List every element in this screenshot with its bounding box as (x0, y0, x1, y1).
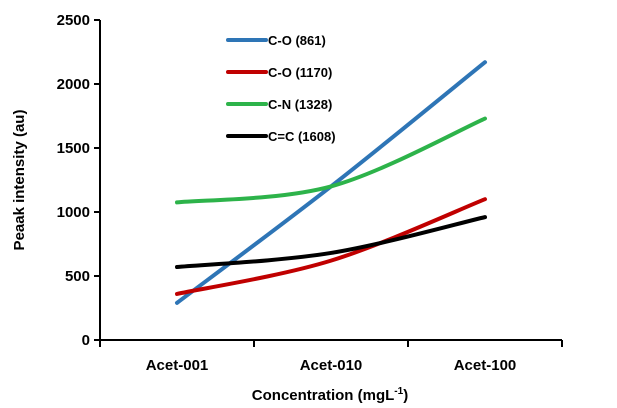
series-line-c-n-1328 (175, 116, 487, 205)
x-tick-label: Acet-010 (300, 357, 363, 374)
series-line-c-o-1170 (175, 197, 487, 296)
legend-label-c-o-861: C-O (861) (268, 33, 326, 48)
x-tick-label: Acet-100 (454, 357, 517, 374)
legend-label-c-o-1170: C-O (1170) (268, 65, 332, 80)
x-tick-label: Acet-001 (146, 357, 209, 374)
y-tick-label: 1000 (57, 204, 90, 221)
x-axis-title-superscript: -1 (394, 386, 403, 397)
x-ticks: Acet-001 Acet-010 Acet-100 (99, 340, 563, 374)
x-axis-title: Concentration (mgL-1) (252, 386, 408, 404)
plot-lines (175, 60, 487, 305)
legend: C-O (861) C-O (1170) C-N (1328) C=C (1608) (226, 33, 336, 144)
y-axis-title: Peaak intensity (au) (11, 110, 28, 251)
y-tick-label: 500 (65, 268, 90, 285)
y-tick-label: 2500 (57, 12, 90, 29)
y-tick-label: 1500 (57, 140, 90, 157)
legend-label-c-n-1328: C-N (1328) (268, 97, 332, 112)
series-line-c-c-1608 (175, 215, 487, 270)
x-axis-title-main: Concentration (mgL (252, 387, 395, 404)
axes (99, 20, 562, 341)
legend-label-c-c-1608: C=C (1608) (268, 129, 336, 144)
y-tick-label: 0 (82, 332, 90, 349)
y-ticks: 0 500 1000 1500 2000 2500 (57, 12, 100, 349)
y-tick-label: 2000 (57, 76, 90, 93)
x-axis-title-suffix: ) (403, 387, 408, 404)
